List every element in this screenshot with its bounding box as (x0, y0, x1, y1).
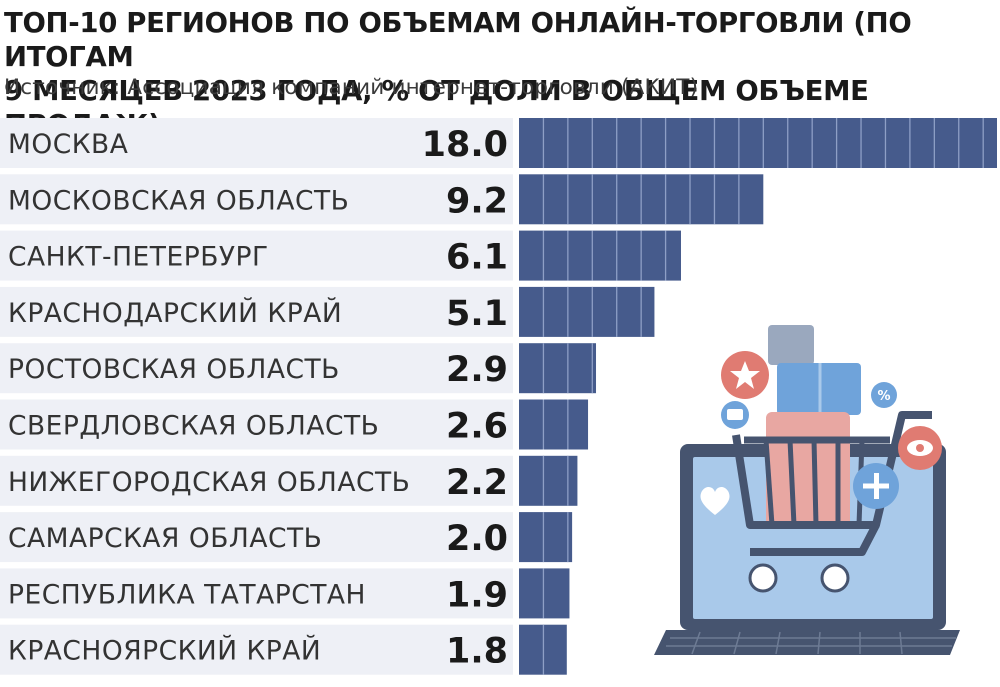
bar-chart: МОСКВА 18.0 МОСКОВСКАЯ ОБЛАСТЬ 9.2 САНКТ-ПЕТ… (0, 118, 997, 675)
bar (519, 455, 578, 506)
chart-title: ТОП-10 РЕГИОНОВ ПО ОБЪЕМАМ ОНЛАЙН-ТОРГОВ… (4, 6, 996, 142)
bar-row: НИЖЕГОРОДСКАЯ ОБЛАСТЬ 2.2 (0, 455, 578, 506)
bar-row: КРАСНОДАРСКИЙ КРАЙ 5.1 (0, 286, 655, 337)
bar (519, 343, 597, 394)
row-band (0, 286, 513, 337)
row-band (0, 399, 513, 450)
bar-row: РОСТОВСКАЯ ОБЛАСТЬ 2.9 (0, 343, 597, 394)
bar (519, 399, 589, 450)
bar-row: МОСКВА 18.0 (0, 118, 997, 168)
row-band (0, 174, 513, 225)
category-label: КРАСНОЯРСКИЙ КРАЙ (8, 635, 321, 667)
shopping-cart-icon (732, 411, 932, 593)
value-label: 5.1 (446, 294, 508, 334)
value-label: 2.2 (446, 463, 508, 503)
category-label: САНКТ-ПЕТЕРБУРГ (8, 242, 269, 273)
bar (519, 512, 573, 563)
category-label: РОСТОВСКАЯ ОБЛАСТЬ (8, 354, 340, 385)
svg-text:%: % (877, 389, 890, 404)
plus-icon (853, 463, 899, 509)
category-label: МОСКВА (8, 129, 128, 160)
source-note: Источник: Ассоциация компаний интернет-т… (4, 75, 699, 100)
value-label: 2.9 (446, 350, 508, 390)
bar-row: СВЕРДЛОВСКАЯ ОБЛАСТЬ 2.6 (0, 399, 589, 450)
category-label: САМАРСКАЯ ОБЛАСТЬ (8, 523, 322, 554)
category-label: СВЕРДЛОВСКАЯ ОБЛАСТЬ (8, 411, 379, 442)
bar-row: РЕСПУБЛИКА ТАТАРСТАН 1.9 (0, 568, 570, 619)
bar-row: МОСКОВСКАЯ ОБЛАСТЬ 9.2 (0, 174, 764, 225)
row-band (0, 118, 513, 168)
row-band (0, 455, 513, 506)
eye-icon (898, 426, 942, 470)
value-label: 1.8 (446, 632, 508, 672)
star-icon (721, 351, 769, 399)
row-band (0, 568, 513, 619)
category-label: МОСКОВСКАЯ ОБЛАСТЬ (8, 185, 349, 216)
row-band (0, 343, 513, 394)
category-label: КРАСНОДАРСКИЙ КРАЙ (8, 297, 342, 329)
bar-row: САНКТ-ПЕТЕРБУРГ 6.1 (0, 230, 681, 281)
title-line-1: ТОП-10 РЕГИОНОВ ПО ОБЪЕМАМ ОНЛАЙН-ТОРГОВ… (4, 7, 912, 73)
bar-row: САМАРСКАЯ ОБЛАСТЬ 2.0 (0, 512, 573, 563)
value-label: 2.0 (446, 519, 508, 559)
row-band (0, 624, 513, 675)
percent-icon: % (871, 382, 897, 408)
online-shopping-illustration: % (654, 325, 960, 655)
ticket-icon (721, 401, 749, 429)
category-label: РЕСПУБЛИКА ТАТАРСТАН (8, 579, 366, 610)
bar (519, 568, 570, 619)
category-label: НИЖЕГОРОДСКАЯ ОБЛАСТЬ (8, 467, 410, 498)
value-label: 1.9 (446, 575, 508, 615)
value-label: 9.2 (446, 181, 508, 221)
value-label: 6.1 (446, 238, 508, 278)
bar-row: КРАСНОЯРСКИЙ КРАЙ 1.8 (0, 624, 567, 675)
bar (519, 118, 997, 168)
value-label: 2.6 (446, 407, 508, 447)
bar (519, 286, 655, 337)
row-band (0, 512, 513, 563)
bar (519, 230, 681, 281)
row-band (0, 230, 513, 281)
heart-icon (700, 486, 730, 515)
value-label: 18.0 (422, 125, 508, 165)
